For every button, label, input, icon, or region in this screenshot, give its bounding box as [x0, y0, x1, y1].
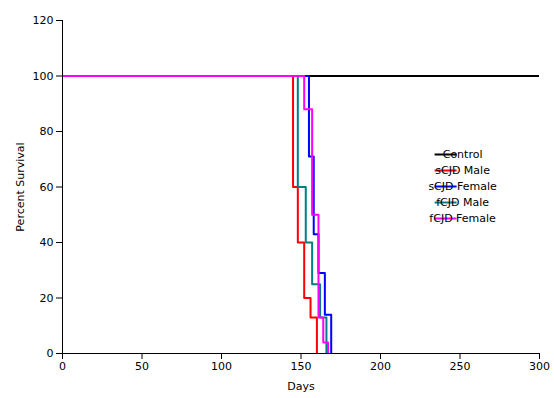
- svg-text:100: 100: [33, 70, 54, 83]
- svg-text:Control: Control: [443, 148, 483, 161]
- svg-text:200: 200: [370, 360, 391, 373]
- svg-text:120: 120: [33, 14, 54, 27]
- svg-text:sCJD Female: sCJD Female: [428, 180, 497, 193]
- svg-text:80: 80: [40, 125, 54, 138]
- svg-text:fCJD Female: fCJD Female: [429, 212, 496, 225]
- svg-text:20: 20: [40, 292, 54, 305]
- svg-text:0: 0: [59, 360, 66, 373]
- svg-text:0: 0: [47, 347, 54, 360]
- svg-text:300: 300: [529, 360, 550, 373]
- svg-text:fCJD Male: fCJD Male: [436, 196, 489, 209]
- svg-text:Days: Days: [287, 380, 315, 393]
- svg-text:150: 150: [291, 360, 312, 373]
- svg-text:Percent Survival: Percent Survival: [14, 142, 27, 231]
- svg-text:60: 60: [40, 181, 54, 194]
- svg-text:100: 100: [211, 360, 232, 373]
- svg-text:50: 50: [135, 360, 149, 373]
- svg-text:250: 250: [450, 360, 471, 373]
- svg-text:sCJD Male: sCJD Male: [435, 164, 490, 177]
- svg-text:40: 40: [40, 236, 54, 249]
